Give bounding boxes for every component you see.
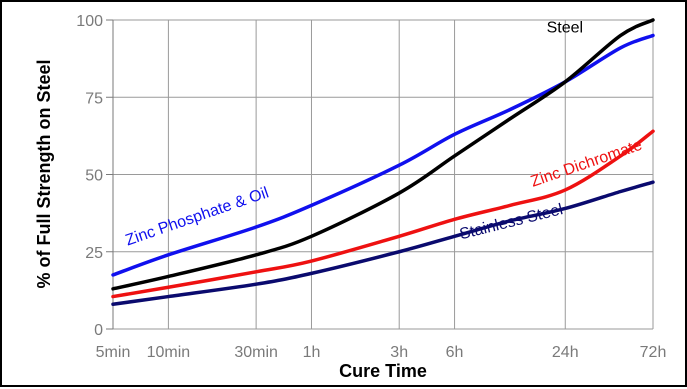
x-tick-label: 24h [552, 344, 579, 361]
x-tick-label: 10min [147, 344, 191, 361]
x-tick-label: 3h [390, 344, 408, 361]
y-tick-label: 0 [94, 322, 103, 339]
x-axis-title: Cure Time [339, 361, 427, 381]
series-labels: Steel Zinc Phosphate & Oil Zinc Dichromate… [123, 19, 644, 249]
series-label-stainless-steel: Stainless Steel [458, 201, 565, 243]
y-tick-label: 25 [85, 245, 103, 262]
series-lines [111, 18, 655, 307]
y-tick-label: 50 [85, 168, 103, 185]
series-line-zinc-phosphate-oil [111, 33, 655, 277]
series-line-steel [111, 18, 655, 291]
series-label-zinc-dichromate: Zinc Dichromate [529, 137, 645, 191]
y-tick-label: 75 [85, 90, 103, 107]
y-axis-title: % of Full Strength on Steel [34, 60, 54, 289]
x-tick-label: 5min [96, 344, 131, 361]
tick-labels: 0 25 50 75 100 5min 10min 30min 1h 3h 6h 24h 72h [76, 13, 666, 361]
x-tick-label: 1h [303, 344, 321, 361]
y-tick-label: 100 [76, 13, 103, 30]
x-tick-label: 30min [234, 344, 278, 361]
x-tick-label: 6h [446, 344, 464, 361]
x-tick-label: 72h [640, 344, 667, 361]
series-label-zinc-phosphate-oil: Zinc Phosphate & Oil [123, 184, 271, 249]
series-line-zinc-dichromate [111, 129, 655, 299]
series-label-steel: Steel [547, 19, 583, 36]
series-line-stainless-steel [111, 180, 655, 307]
